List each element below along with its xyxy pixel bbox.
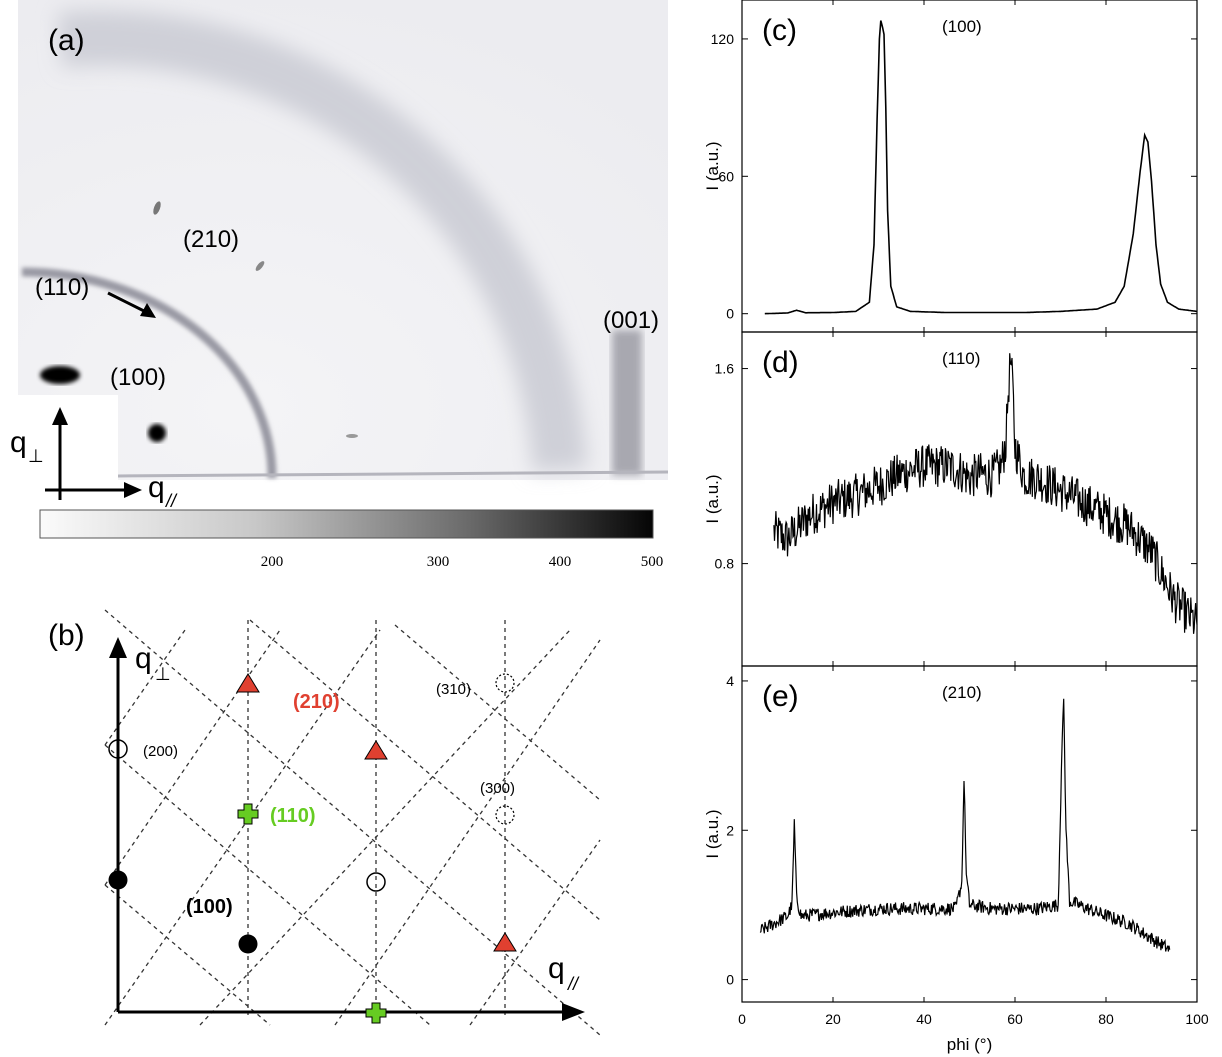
point-110 — [365, 1002, 387, 1024]
y-tick-label: 4 — [726, 673, 734, 689]
axis-perp-sub-a: ⊥ — [28, 446, 44, 466]
axis-perp-arrowhead-b — [109, 637, 127, 658]
lattice-label-210: (210) — [293, 691, 340, 713]
series-line — [773, 353, 1198, 634]
axis-par-label-b: q — [548, 952, 565, 985]
x-tick-label: 40 — [916, 1011, 932, 1027]
y-tick-label: 1.6 — [715, 361, 735, 377]
spot-100-a — [40, 366, 80, 384]
point-200 — [366, 872, 386, 892]
x-axis-label: phi (°) — [947, 1035, 993, 1054]
spot-210-b — [255, 261, 265, 271]
phi-scan-panel-1: 0.8 1.6 (d) (110) I (a.u.) — [703, 331, 1198, 667]
image-mask — [18, 395, 118, 505]
colorbar-tick-label: 500 — [641, 554, 664, 570]
lattice-label-110: (110) — [270, 805, 316, 827]
spot-210-a — [153, 201, 161, 215]
lattice-label-310: (310) — [436, 681, 471, 698]
phi-scan-panel-0: 0 60 120 (c) (100) I (a.u.) — [703, 0, 1198, 333]
point-210 — [236, 673, 260, 693]
colorbar-tick-label: 400 — [549, 554, 572, 570]
axis-par-sub-a: // — [164, 491, 178, 511]
horizon-line — [117, 470, 669, 478]
lattice-label-200: (200) — [143, 743, 178, 760]
point-300 — [495, 805, 515, 825]
panel-title: (100) — [942, 17, 982, 36]
phi-scan-panel-2: 0 2 4 (e) (210) I (a.u.) 0 20 40 60 80 100 phi (°) — [703, 665, 1209, 1054]
phi-scan-plots: 0 60 120 (c) (100) I (a.u.) 0.8 1.6 (d) (110) I (a… — [703, 0, 1209, 1054]
spot-minor — [346, 434, 358, 438]
streak-001 — [612, 330, 642, 475]
series-line — [759, 698, 1171, 952]
y-tick-label: 2 — [726, 822, 734, 838]
point-100 — [108, 870, 128, 890]
x-tick-label: 80 — [1098, 1011, 1114, 1027]
panel-label: (c) — [762, 14, 797, 47]
panel-label-a: (a) — [48, 24, 85, 57]
colorbar — [39, 509, 654, 539]
point-210 — [364, 740, 388, 760]
x-tick-label: 60 — [1007, 1011, 1023, 1027]
axis-par-arrowhead-b — [562, 1003, 585, 1021]
peak-label-001: (001) — [603, 307, 659, 334]
ring-110 — [21, 267, 277, 479]
arrow-110 — [107, 291, 147, 314]
colorbar-tick-label: 300 — [427, 554, 450, 570]
lattice-grid — [104, 609, 601, 1036]
amorphous-halo — [57, 10, 588, 472]
y-tick-label: 60 — [718, 168, 734, 184]
axis-perp-label-b: q — [135, 642, 152, 675]
peak-label-100: (100) — [110, 364, 166, 391]
axis-perp-label-a: q — [10, 426, 27, 459]
lattice-label-100: (100) — [186, 896, 233, 918]
plot-frame — [741, 665, 1198, 1003]
lattice-label-300: (300) — [480, 780, 515, 797]
plot-frame — [741, 0, 1198, 333]
y-tick-label: 0 — [726, 972, 734, 988]
arrow-110-head — [140, 303, 156, 318]
y-tick-label: 120 — [711, 31, 735, 47]
point-310 — [495, 673, 515, 693]
y-axis-label: I (a.u.) — [703, 809, 722, 858]
plot-frame — [741, 331, 1198, 667]
panel-label-b: (b) — [48, 619, 85, 652]
panel-a: (a) (210) (110) (100) (001) q ⊥ q // 200… — [10, 0, 669, 570]
axis-perp-arrowhead-a — [52, 407, 68, 425]
panel-label: (e) — [762, 680, 799, 713]
point-100 — [238, 934, 258, 954]
panel-title: (210) — [942, 683, 982, 702]
point-200 — [108, 739, 128, 759]
axis-perp-sub-b: ⊥ — [155, 664, 171, 684]
y-axis-label: I (a.u.) — [703, 141, 722, 190]
x-tick-label: 0 — [738, 1011, 746, 1027]
panel-title: (110) — [942, 349, 980, 368]
panel-b: q ⊥ q // (b) (210) (310) (200) (300) (11… — [48, 609, 601, 1036]
peak-label-110: (110) — [35, 274, 89, 301]
spot-100-b — [148, 424, 166, 442]
x-tick-label: 20 — [825, 1011, 841, 1027]
y-tick-label: 0 — [726, 306, 734, 322]
axis-par-label-a: q — [148, 471, 165, 504]
axis-par-arrowhead-a — [124, 482, 142, 498]
series-line — [764, 20, 1198, 315]
peak-label-210: (210) — [183, 226, 239, 253]
x-tick-label: 100 — [1185, 1011, 1209, 1027]
panel-label: (d) — [762, 346, 799, 379]
point-210 — [493, 932, 517, 952]
y-tick-label: 0.8 — [715, 556, 735, 572]
axis-par-sub-b: // — [566, 974, 580, 994]
point-110 — [237, 803, 259, 825]
y-axis-label: I (a.u.) — [703, 474, 722, 523]
colorbar-tick-label: 200 — [261, 554, 284, 570]
